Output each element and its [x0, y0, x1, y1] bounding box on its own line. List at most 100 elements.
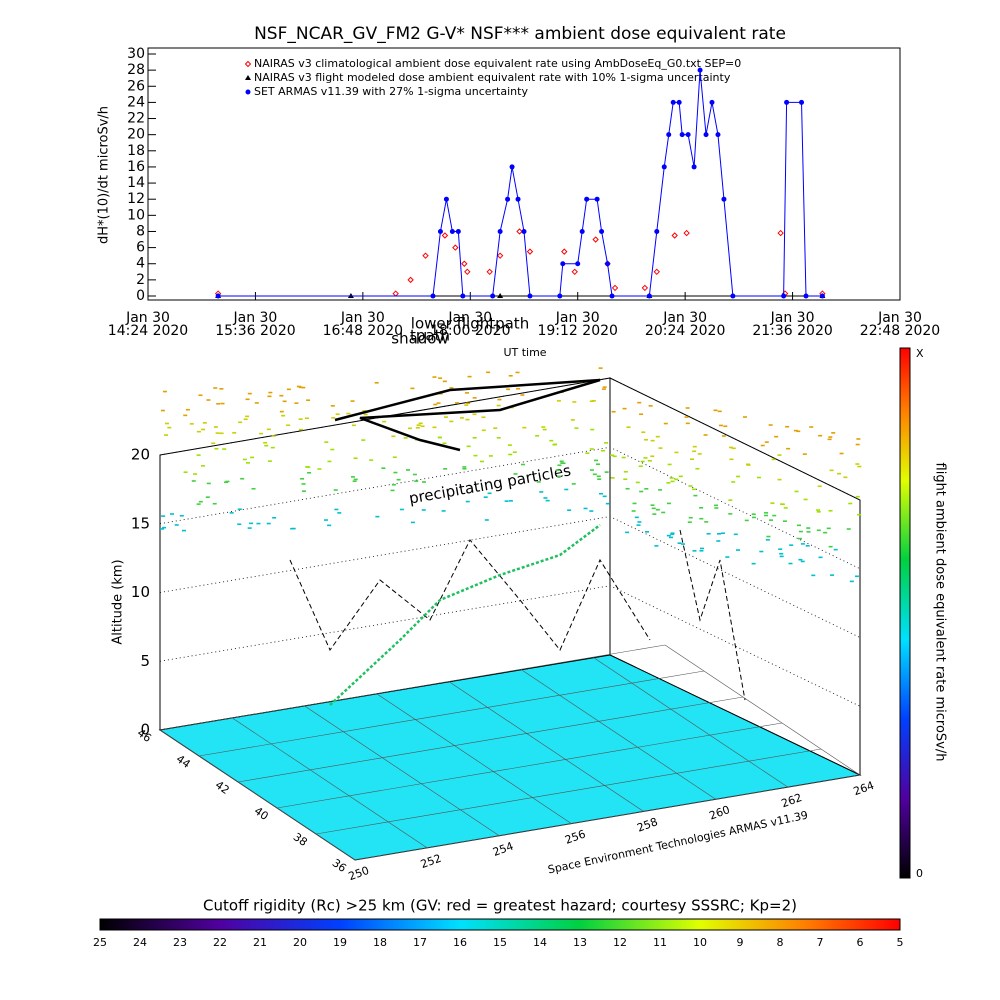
decor-dash: [472, 437, 477, 439]
decor-dash: [330, 405, 335, 407]
decor-dash: [465, 418, 470, 421]
data-point: [646, 293, 652, 299]
decor-dash: [777, 478, 782, 481]
decor-dash: [691, 488, 696, 491]
decor-dash: [817, 485, 822, 488]
decor-dash: [522, 426, 527, 429]
decor-dash: [674, 451, 679, 454]
decor-dash: [610, 477, 615, 479]
decor-dash: [644, 488, 649, 490]
decor-dash: [441, 510, 446, 512]
decor-dash: [393, 471, 398, 474]
lon-tick-label: 254: [491, 840, 515, 859]
decor-dash: [416, 424, 421, 426]
decor-dash: [806, 531, 811, 533]
decor-dash: [382, 420, 387, 423]
decor-dash: [363, 413, 368, 416]
x-tick-label: 18:00 2020: [430, 323, 510, 339]
decor-dash: [829, 469, 834, 472]
decor-dash: [681, 543, 686, 545]
lon-tick-label: 260: [707, 803, 731, 822]
decor-dash: [728, 499, 733, 501]
data-point: [661, 164, 667, 170]
decor-dash: [598, 367, 603, 369]
decor-dash: [267, 395, 272, 398]
decor-dash: [837, 472, 842, 475]
decor-dash: [449, 420, 454, 423]
decor-dash: [666, 482, 671, 484]
data-point: [715, 132, 721, 138]
decor-dash: [481, 416, 486, 419]
decor-dash: [567, 509, 572, 511]
colorbar-tick-label: 24: [133, 936, 147, 949]
data-point: [215, 293, 221, 299]
colorbar-tick-label: 20: [293, 936, 307, 949]
decor-dash: [728, 513, 733, 515]
decor-dash: [249, 522, 254, 525]
data-point: [443, 196, 449, 202]
decor-dash: [245, 398, 250, 401]
lon-grid-line: [159, 729, 356, 861]
decor-dash: [213, 387, 218, 389]
decor-dash: [264, 444, 269, 447]
data-point: [777, 229, 784, 237]
decor-dash: [488, 455, 493, 457]
decor-dash: [652, 513, 657, 515]
decor-dash: [756, 476, 761, 479]
decor-dash: [353, 478, 358, 481]
decor-dash: [250, 456, 255, 459]
decor-dash: [243, 418, 248, 421]
data-point: [557, 293, 563, 299]
decor-dash: [242, 458, 247, 461]
decor-dash: [160, 528, 165, 530]
x-tick-label: Jan 30: [877, 310, 922, 326]
decor-dash: [648, 405, 653, 407]
data-point: [666, 132, 672, 138]
decor-dash: [788, 562, 793, 565]
decor-dash: [466, 445, 471, 448]
decor-dash: [220, 402, 225, 405]
decor-dash: [677, 542, 682, 545]
decor-dash: [714, 507, 719, 509]
decor-dash: [555, 469, 560, 471]
decor-dash: [637, 401, 642, 404]
decor-dash: [828, 545, 833, 548]
decor-dash: [437, 436, 442, 439]
decor-dash: [742, 416, 747, 418]
decor-dash: [462, 467, 467, 470]
decor-dash: [352, 480, 357, 482]
decor-dash: [481, 429, 486, 432]
decor-dash: [432, 376, 437, 378]
decor-dash: [637, 521, 642, 523]
decor-dash: [406, 469, 411, 471]
decor-dash: [688, 516, 693, 519]
lat-grid-line: [198, 670, 705, 757]
decor-dash: [301, 490, 306, 492]
y-tick-label: 0: [136, 288, 145, 304]
colorbar-top: X: [916, 347, 924, 360]
decor-dash: [392, 456, 397, 459]
data-point: [455, 228, 461, 234]
decor-dash: [699, 506, 704, 509]
decor-dash: [774, 435, 779, 438]
decor-dash: [449, 387, 454, 389]
decor-dash: [785, 425, 790, 428]
decor-dash: [583, 507, 588, 510]
decor-dash: [504, 500, 509, 502]
data-point: [515, 196, 521, 202]
decor-dash: [685, 422, 690, 425]
decor-dash: [335, 413, 340, 416]
decor-dash: [330, 448, 335, 451]
decor-dash: [223, 481, 228, 484]
decor-dash: [846, 528, 851, 530]
decor-dash: [508, 500, 513, 502]
flight-shadow: [289, 539, 651, 652]
data-point: [422, 252, 429, 259]
data-point: [460, 293, 466, 299]
decor-dash: [298, 386, 303, 389]
decor-dash: [731, 447, 736, 450]
decor-dash: [670, 480, 675, 483]
decor-dash: [263, 441, 268, 444]
decor-dash: [433, 403, 438, 406]
decor-dash: [692, 450, 697, 453]
